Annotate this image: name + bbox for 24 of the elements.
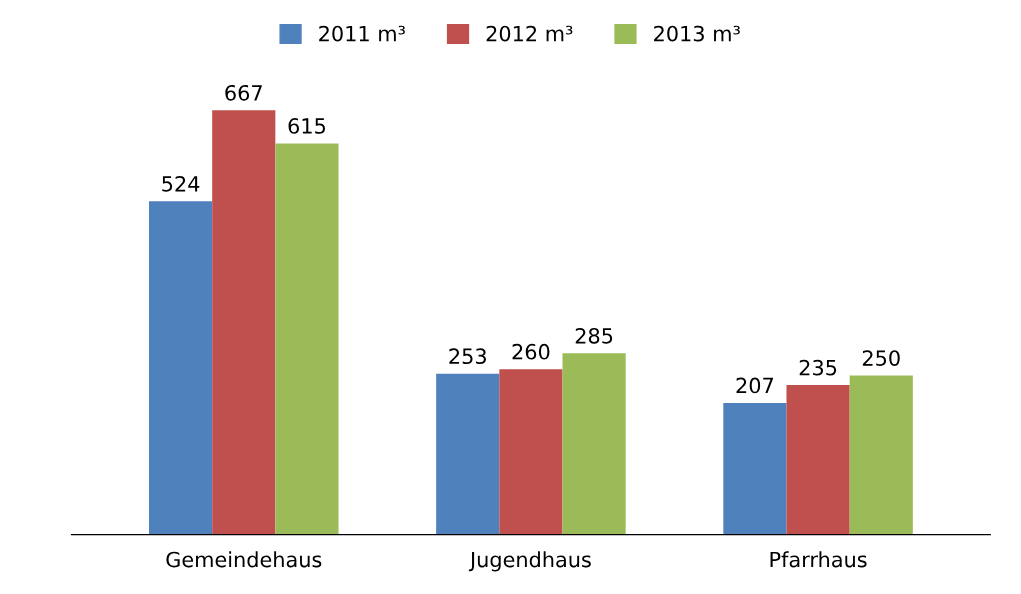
legend-label: 2012 m³: [486, 25, 573, 42]
x-tick-label: Jugendhaus: [468, 551, 591, 572]
data-label: 253: [449, 348, 486, 365]
bar: [499, 369, 563, 535]
x-tick-label: Gemeindehaus: [166, 551, 322, 568]
bar: [436, 373, 500, 535]
legend-label: 2011 m³: [319, 25, 405, 42]
bar: [786, 385, 850, 535]
bar: [212, 110, 276, 535]
data-label: 285: [575, 327, 613, 344]
bar: [562, 353, 626, 535]
data-label: 260: [512, 343, 550, 360]
data-label: 207: [736, 377, 773, 394]
legend-label: 2013 m³: [654, 25, 740, 42]
data-label: 250: [862, 350, 900, 366]
data-label: 667: [225, 84, 262, 101]
data-label: 524: [162, 175, 200, 192]
bar: [149, 201, 213, 535]
bar: [275, 143, 339, 535]
bar: [723, 402, 787, 535]
data-label: 235: [799, 359, 837, 376]
data-label: 615: [288, 118, 325, 134]
x-tick-label: Pfarrhaus: [770, 551, 867, 568]
bar: [849, 375, 913, 535]
